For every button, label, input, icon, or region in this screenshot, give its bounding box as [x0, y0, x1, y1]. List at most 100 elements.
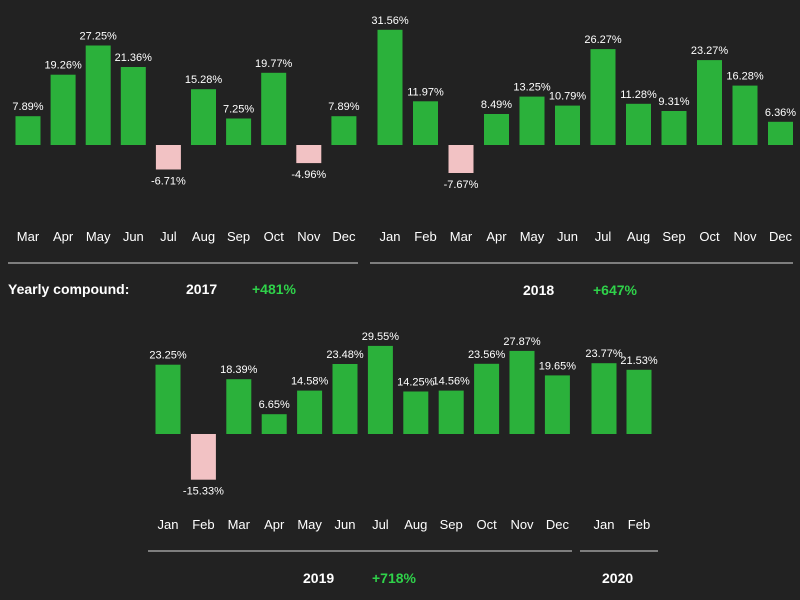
value-label-2018-jul: 26.27%: [584, 34, 622, 46]
month-label-2017-jun: Jun: [123, 229, 144, 244]
bar-2017-nov: [296, 145, 322, 164]
bar-2017-dec: [331, 116, 357, 145]
bar-2017-apr: [50, 74, 76, 145]
value-label-2017-dec: 7.89%: [328, 101, 359, 113]
value-label-2017-may: 27.25%: [80, 31, 118, 43]
bar-2019-sep: [438, 390, 464, 434]
bar-2019-jul: [367, 345, 393, 434]
month-label-2018-jun: Jun: [557, 229, 578, 244]
month-label-2018-aug: Aug: [627, 229, 650, 244]
bar-2019-jan: [155, 364, 181, 434]
month-label-2019-feb: Feb: [192, 517, 214, 532]
month-label-2019-dec: Dec: [546, 517, 570, 532]
yearly-compound-label: Yearly compound:: [8, 281, 130, 297]
value-label-2019-dec: 19.65%: [539, 360, 577, 372]
month-label-2017-may: May: [86, 229, 111, 244]
bar-2017-jul: [155, 145, 181, 170]
month-label-2018-apr: Apr: [486, 229, 507, 244]
month-label-2019-mar: Mar: [228, 517, 251, 532]
value-label-2017-jun: 21.36%: [115, 52, 153, 64]
year-label-2018: 2018: [523, 282, 555, 298]
value-label-2017-oct: 19.77%: [255, 58, 293, 70]
value-label-2019-jun: 23.48%: [326, 349, 364, 361]
bar-2018-jun: [555, 105, 580, 145]
value-label-2018-apr: 8.49%: [481, 99, 512, 111]
bar-2018-dec: [768, 121, 793, 145]
bar-2017-aug: [191, 89, 216, 145]
value-label-2018-jan: 31.56%: [371, 15, 409, 27]
month-label-2018-sep: Sep: [662, 229, 685, 244]
bar-2018-sep: [661, 111, 687, 145]
bar-2018-oct: [697, 60, 722, 145]
bar-2017-jun: [120, 67, 146, 145]
bar-2018-aug: [626, 103, 651, 145]
value-label-2017-apr: 19.26%: [44, 60, 82, 72]
bar-2019-aug: [403, 391, 429, 434]
bar-2019-mar: [226, 379, 252, 434]
month-label-2018-mar: Mar: [450, 229, 473, 244]
bar-2017-oct: [261, 72, 287, 145]
value-label-2017-jul: -6.71%: [151, 176, 186, 188]
value-label-2020-feb: 21.53%: [620, 355, 658, 367]
bar-2019-nov: [509, 350, 535, 434]
month-label-2018-may: May: [520, 229, 545, 244]
value-label-2019-mar: 18.39%: [220, 364, 258, 376]
month-label-2018-jan: Jan: [380, 229, 401, 244]
value-label-2018-jun: 10.79%: [549, 91, 587, 103]
value-label-2018-may: 13.25%: [513, 82, 551, 94]
value-label-2018-nov: 16.28%: [726, 71, 764, 83]
month-label-2019-jan: Jan: [158, 517, 179, 532]
bar-2018-apr: [484, 114, 509, 145]
month-label-2019-jul: Jul: [372, 517, 389, 532]
month-label-2019-jun: Jun: [335, 517, 356, 532]
value-label-2017-aug: 15.28%: [185, 74, 223, 86]
bar-2018-may: [519, 96, 545, 145]
month-label-2018-feb: Feb: [414, 229, 436, 244]
year-label-2017: 2017: [186, 281, 218, 297]
value-label-2018-mar: -7.67%: [444, 179, 479, 191]
value-label-2017-nov: -4.96%: [291, 169, 326, 181]
month-label-2019-aug: Aug: [404, 517, 427, 532]
bar-2020-feb: [626, 369, 652, 434]
month-label-2018-jul: Jul: [595, 229, 612, 244]
bar-2020-jan: [591, 363, 617, 434]
month-label-2017-sep: Sep: [227, 229, 250, 244]
year-label-2019: 2019: [303, 570, 335, 586]
value-label-2019-aug: 14.25%: [397, 377, 435, 389]
month-label-2017-nov: Nov: [297, 229, 321, 244]
bar-2019-jun: [332, 364, 358, 434]
month-label-2018-dec: Dec: [769, 229, 793, 244]
value-label-2017-sep: 7.25%: [223, 104, 254, 116]
value-label-2019-nov: 27.87%: [503, 336, 541, 348]
value-label-2017-mar: 7.89%: [12, 101, 43, 113]
value-label-2019-may: 14.58%: [291, 376, 329, 388]
bar-2018-nov: [732, 85, 758, 145]
month-label-2019-apr: Apr: [264, 517, 285, 532]
bar-2017-sep: [226, 118, 252, 145]
bar-2018-feb: [413, 101, 438, 145]
value-label-2019-feb: -15.33%: [183, 486, 224, 498]
bar-2018-mar: [448, 145, 474, 173]
value-label-2020-jan: 23.77%: [585, 348, 623, 360]
value-label-2018-sep: 9.31%: [658, 96, 689, 108]
compound-value-2019: +718%: [372, 570, 416, 586]
month-label-2019-sep: Sep: [440, 517, 463, 532]
month-label-2019-nov: Nov: [510, 517, 534, 532]
value-label-2019-sep: 14.56%: [433, 376, 471, 388]
value-label-2018-dec: 6.36%: [765, 107, 796, 119]
month-label-2017-oct: Oct: [264, 229, 285, 244]
month-label-2020-jan: Jan: [594, 517, 615, 532]
month-label-2017-dec: Dec: [332, 229, 356, 244]
value-label-2019-oct: 23.56%: [468, 349, 506, 361]
compound-value-2018: +647%: [593, 282, 637, 298]
month-label-2017-apr: Apr: [53, 229, 74, 244]
compound-value-2017: +481%: [252, 281, 296, 297]
month-label-2017-jul: Jul: [160, 229, 177, 244]
month-label-2017-mar: Mar: [17, 229, 40, 244]
bar-2017-mar: [15, 116, 41, 145]
month-label-2019-may: May: [297, 517, 322, 532]
bar-2019-oct: [474, 363, 500, 434]
bar-2019-feb: [190, 434, 216, 480]
bar-2019-dec: [544, 375, 570, 434]
